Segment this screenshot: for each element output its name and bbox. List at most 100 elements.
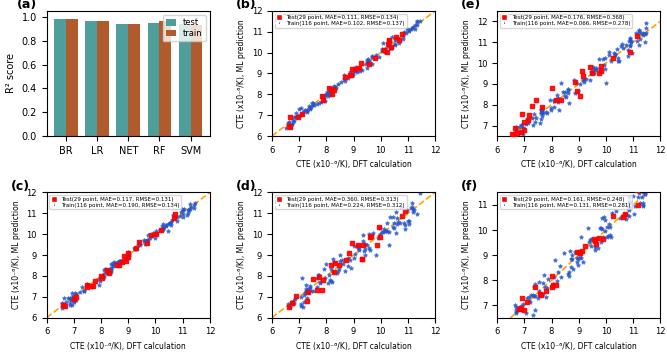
Point [535,120,546,126]
Point [584,65,595,70]
Point [119,253,129,259]
Point [292,113,303,118]
Point [185,204,196,210]
Point [295,301,306,307]
Point [511,127,522,132]
Point [380,228,390,234]
Point [324,277,335,283]
Point [151,231,161,237]
Point [167,217,177,223]
Point [378,230,389,235]
Point [409,207,420,213]
Point [189,205,199,211]
Point [606,58,616,64]
Point [563,90,574,96]
Legend: Test(29 point, MAE=0.176, RMSE=0.368), Train(116 point, MAE=0.066, RMSE=0.278): Test(29 point, MAE=0.176, RMSE=0.368), T… [500,14,632,28]
Point [323,91,334,97]
Point [543,276,554,282]
Point [131,246,141,252]
Point [522,296,533,301]
Point [553,95,564,101]
X-axis label: CTE (x10⁻⁶/K), DFT calculation: CTE (x10⁻⁶/K), DFT calculation [71,342,186,351]
Point [573,88,584,93]
Point [584,239,595,245]
Point [510,129,521,135]
Point [301,288,311,294]
Point [544,97,555,103]
Point [307,288,318,294]
Point [391,34,402,40]
Point [305,105,315,110]
Point [162,228,173,234]
Text: (a): (a) [17,0,37,11]
Point [295,112,305,117]
Point [189,202,200,208]
Point [404,218,414,223]
Point [384,243,394,248]
Point [512,130,523,136]
Point [622,47,633,53]
Point [323,280,334,286]
Y-axis label: CTE (x10⁻⁶/K), ML prediction: CTE (x10⁻⁶/K), ML prediction [12,201,21,309]
Point [412,19,423,25]
Point [613,56,624,61]
Point [594,70,604,76]
Point [296,294,307,300]
Point [303,103,314,109]
X-axis label: CTE (x10⁻⁶/K), DFT calculation: CTE (x10⁻⁶/K), DFT calculation [521,342,636,351]
Point [327,269,338,274]
Point [362,243,372,248]
Point [141,238,151,244]
Point [598,236,609,242]
Point [381,228,392,234]
Point [624,35,635,41]
Point [389,220,400,226]
Point [147,232,157,238]
Point [385,214,396,219]
Point [519,307,530,313]
Point [516,304,526,309]
Point [536,104,547,110]
Bar [191,25,203,136]
Point [508,134,518,140]
Point [542,110,552,116]
Point [604,232,615,238]
Point [328,87,339,93]
Point [536,107,546,113]
Point [290,110,301,116]
Point [57,300,67,306]
Point [624,213,634,219]
Point [625,43,636,49]
Point [146,232,157,238]
Point [518,301,529,306]
Point [183,208,193,213]
Point [549,104,560,110]
Point [386,44,396,50]
Point [640,31,650,36]
Point [637,202,648,208]
Point [338,261,349,266]
Point [364,58,374,64]
Point [510,304,521,309]
Point [570,249,580,255]
Point [396,205,406,210]
Point [293,106,304,112]
Point [67,294,78,300]
Point [325,91,336,96]
Point [382,228,392,234]
Point [161,222,171,228]
Point [560,89,570,95]
Point [170,214,181,220]
Y-axis label: CTE (x10⁻⁶/K), ML prediction: CTE (x10⁻⁶/K), ML prediction [237,201,246,309]
Point [636,30,646,36]
Point [364,231,374,236]
Point [371,252,382,258]
Point [506,319,517,325]
Point [334,262,344,268]
Point [360,241,371,247]
Y-axis label: R² score: R² score [6,53,16,93]
Point [510,124,521,130]
Point [365,235,376,240]
Point [164,220,175,226]
Point [558,250,569,256]
